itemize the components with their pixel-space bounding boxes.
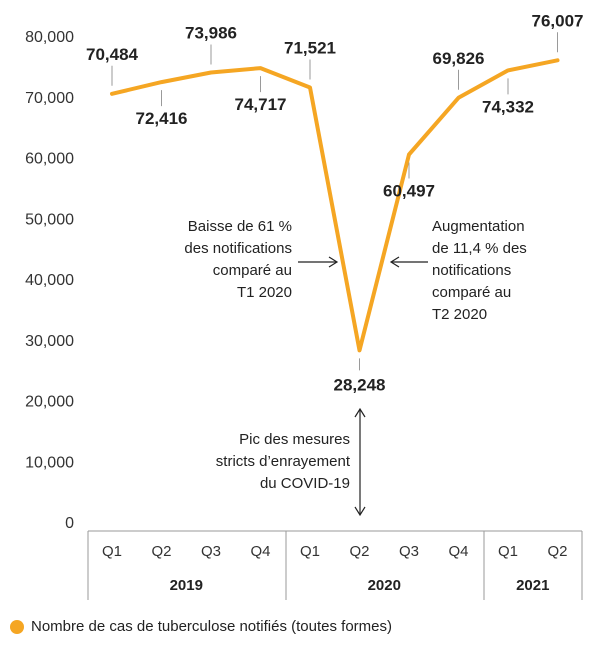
data-label: 71,521: [284, 39, 336, 58]
year-label: 2021: [516, 577, 549, 594]
annotation-text: Baisse de 61 % des notifications comparé a…: [184, 218, 292, 301]
y-tick-label: 40,000: [25, 272, 74, 289]
legend-label: Nombre de cas de tuberculose notifiés (t…: [31, 618, 393, 635]
x-tick-label: Q3: [399, 543, 419, 560]
arrow-left-head: [389, 256, 400, 268]
y-tick-label: 60,000: [25, 151, 74, 168]
data-label: 60,497: [383, 181, 435, 200]
data-label: 72,416: [136, 109, 188, 128]
annotation-text: Augmentation de 11,4 % des notifications co…: [432, 218, 527, 323]
year-label: 2019: [170, 577, 203, 594]
data-label-leaders: [111, 32, 558, 371]
series-line: [110, 58, 560, 353]
x-tick-label: Q2: [547, 543, 567, 560]
y-tick-label: 50,000: [25, 211, 74, 228]
y-tick-label: 20,000: [25, 394, 74, 411]
arrow-vertical-top-head: [354, 407, 366, 418]
x-tick-label: Q2: [151, 543, 171, 560]
annotation-text: Pic des mesures stricts d’enrayement du CO…: [216, 431, 351, 492]
arrow-right-head: [328, 256, 339, 268]
y-tick-label: 10,000: [25, 454, 74, 471]
x-tick-label: Q4: [250, 543, 270, 560]
annotations: Baisse de 61 % des notifications comparé a…: [184, 218, 527, 517]
x-axis: Q1 Q2 Q3 Q4 Q1 Q2 Q3 Q4 Q1 Q2 2019 2020 2021: [87, 530, 583, 600]
data-label: 28,248: [334, 375, 386, 394]
y-tick-label: 0: [65, 515, 74, 532]
data-label: 73,986: [185, 24, 237, 43]
x-tick-label: Q3: [201, 543, 221, 560]
data-label: 74,332: [482, 97, 534, 116]
y-tick-label: 80,000: [25, 29, 74, 46]
data-label: 74,717: [235, 95, 287, 114]
x-tick-label: Q1: [300, 543, 320, 560]
data-label: 69,826: [433, 49, 485, 68]
x-tick-label: Q4: [448, 543, 468, 560]
data-label: 70,484: [86, 45, 139, 64]
legend-swatch: [10, 619, 24, 634]
y-tick-label: 70,000: [25, 90, 74, 107]
data-label: 76,007: [532, 11, 584, 30]
x-tick-label: Q1: [498, 543, 518, 560]
arrow-vertical-bottom-head: [354, 506, 366, 517]
year-label: 2020: [368, 577, 401, 594]
data-labels: 70,484 72,416 73,986 74,717 71,521 28,248 60,4…: [86, 11, 584, 394]
x-tick-label: Q2: [349, 543, 369, 560]
y-axis-ticks: 0 10,000 20,000 30,000 40,000 50,000 60,000 70,…: [25, 29, 74, 532]
y-tick-label: 30,000: [25, 333, 74, 350]
x-tick-label: Q1: [102, 543, 122, 560]
legend: Nombre de cas de tuberculose notifiés (t…: [10, 618, 392, 635]
